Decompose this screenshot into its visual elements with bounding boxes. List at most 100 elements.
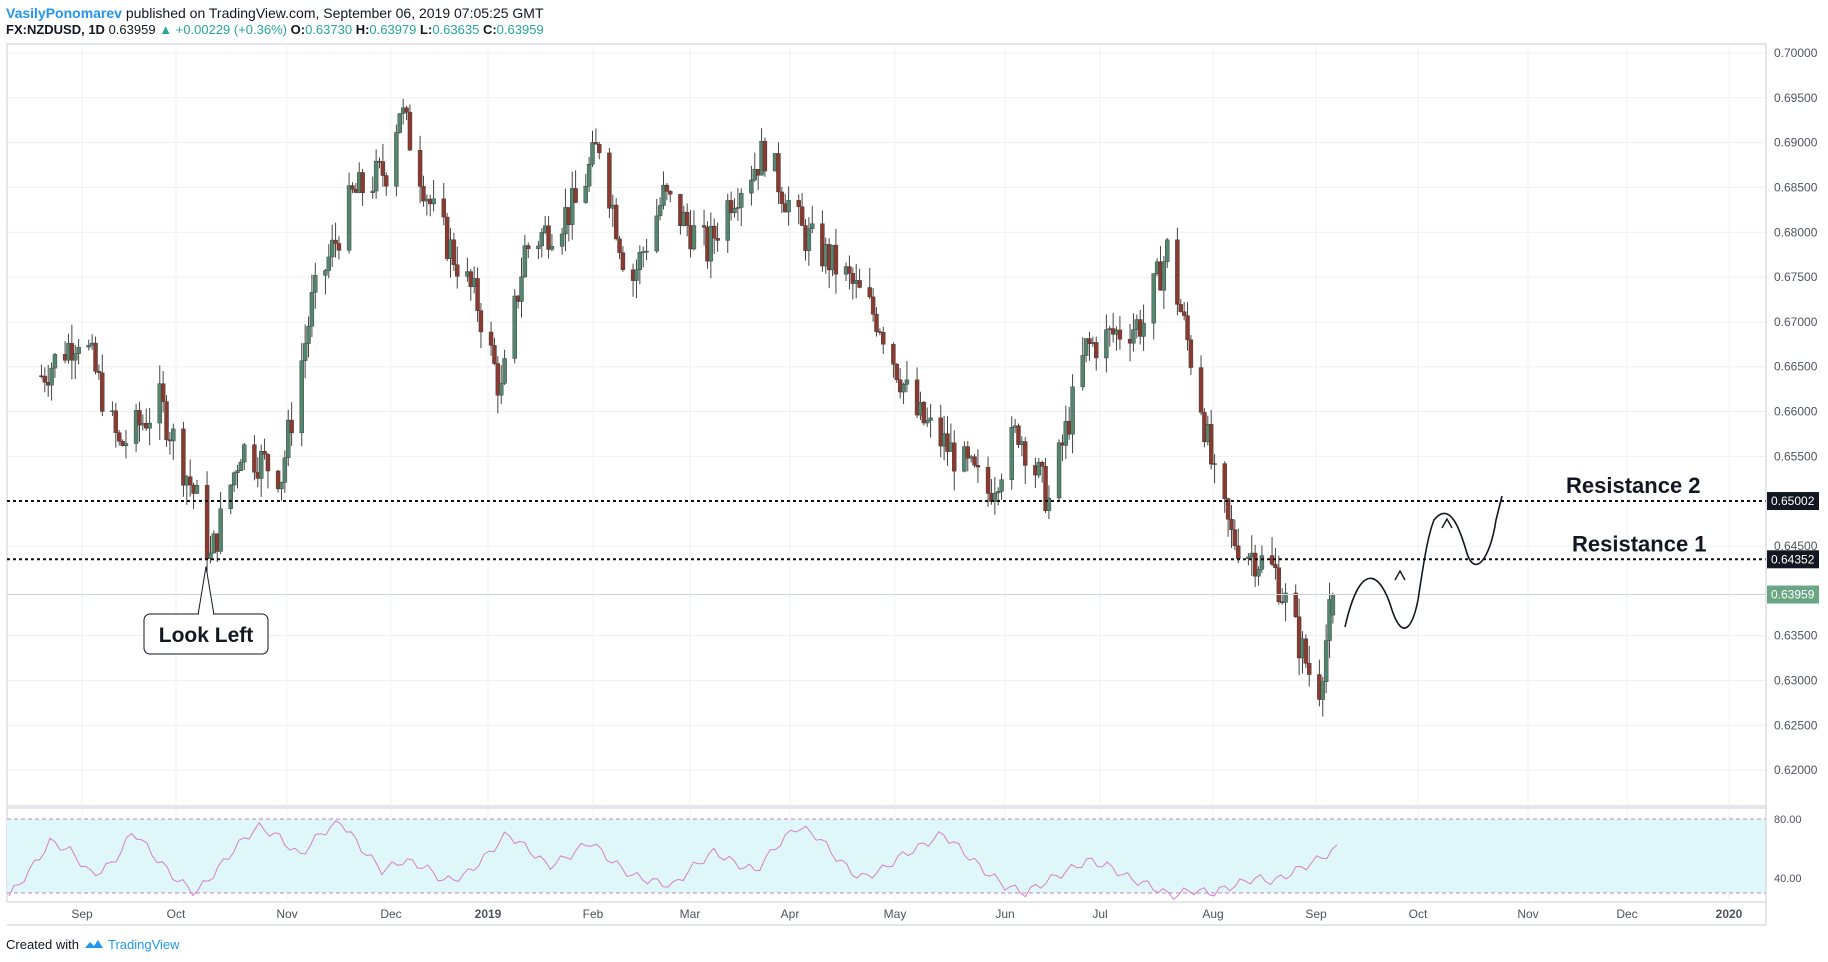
candle-body <box>252 444 257 473</box>
candle-body <box>1323 640 1329 682</box>
look-left-pointer <box>197 566 215 616</box>
resistance-badge-text: 0.64352 <box>1771 552 1815 566</box>
candle-body <box>228 484 233 509</box>
candle-body <box>847 266 852 274</box>
candle-body <box>644 250 649 253</box>
candle-body <box>329 239 335 258</box>
created-with-text: Created with <box>6 937 79 952</box>
candle-body <box>394 132 399 187</box>
x-tick-label: 2019 <box>475 907 502 921</box>
candle-body <box>1188 339 1194 368</box>
candle-body <box>49 367 54 386</box>
candle-body <box>286 419 291 459</box>
candle-body <box>786 200 791 213</box>
candle-body <box>1296 616 1302 659</box>
candle-body <box>1151 273 1156 324</box>
candle-body <box>725 200 730 241</box>
y-tick-label: 0.64500 <box>1774 539 1818 553</box>
candle-body <box>1087 338 1092 344</box>
candle-body <box>925 420 930 424</box>
forecast-path[interactable] <box>1344 495 1503 629</box>
y-tick-label: 0.68500 <box>1774 180 1818 194</box>
candle-body <box>309 292 315 327</box>
price-pane <box>6 43 1767 807</box>
last-price-badge <box>1767 585 1819 604</box>
candle-body <box>1283 592 1288 603</box>
candle-body <box>373 160 379 192</box>
last-price-badge-text: 0.63959 <box>1771 588 1815 602</box>
rsi-band <box>7 818 1766 894</box>
candle-body <box>891 344 896 365</box>
resistance-label: Resistance 2 <box>1566 473 1701 498</box>
candle-body <box>570 188 575 225</box>
x-tick-label: Dec <box>1616 907 1637 921</box>
candle-body <box>559 233 565 247</box>
candle-body <box>113 410 119 433</box>
candle-body <box>499 383 504 396</box>
y-tick-label: 0.70000 <box>1774 46 1818 60</box>
candle-body <box>1232 529 1238 547</box>
candle-body <box>1276 567 1282 603</box>
candle-body <box>265 454 271 472</box>
resistance-badge <box>1767 550 1819 569</box>
resistance-label: Resistance 1 <box>1572 531 1707 556</box>
candle-body <box>235 470 240 473</box>
candle-body <box>242 444 247 463</box>
candle-body <box>914 379 920 416</box>
candle-body <box>708 225 714 262</box>
symbol-name: FX:NZDUSD, 1D <box>6 22 105 37</box>
candle-body <box>1016 425 1021 445</box>
candle-body <box>779 191 785 204</box>
candle-body <box>522 245 528 278</box>
candle-body <box>637 252 643 270</box>
candle-body <box>526 245 531 249</box>
candle-body <box>137 410 142 426</box>
candle-body <box>735 207 741 209</box>
candle-body <box>86 344 91 348</box>
candle-body <box>208 552 213 560</box>
candle-body <box>1225 498 1231 520</box>
candle-body <box>96 371 102 374</box>
candle-body <box>1246 556 1251 559</box>
candle-body <box>874 313 879 332</box>
candle-body <box>404 107 409 113</box>
candle-body <box>262 451 267 455</box>
candle-body <box>928 417 933 421</box>
candle-body <box>881 332 886 345</box>
last-price: 0.63959 <box>108 22 156 37</box>
candle-body <box>796 200 801 208</box>
x-tick-label: Sep <box>71 907 93 921</box>
candle-body <box>431 198 436 205</box>
candle-body <box>586 164 592 187</box>
resistance-badge-text: 0.65002 <box>1771 494 1815 508</box>
rsi-level-label: 40.00 <box>1774 873 1802 885</box>
candle-body <box>1131 329 1136 344</box>
candle-body <box>204 485 210 560</box>
candle-body <box>1046 497 1052 511</box>
candle-body <box>258 451 264 479</box>
y-tick-label: 0.62000 <box>1774 763 1818 777</box>
candle-body <box>1039 462 1045 467</box>
candle-body <box>1198 367 1204 413</box>
candle-body <box>583 185 588 203</box>
candle-body <box>965 446 970 459</box>
candle-body <box>985 466 991 494</box>
candle-body <box>1236 545 1241 559</box>
candle-body <box>194 485 200 494</box>
candle-body <box>455 264 460 277</box>
candle-body <box>1208 424 1214 465</box>
rsi-line <box>8 820 1338 901</box>
candle-body <box>1175 239 1180 305</box>
candle-body <box>894 364 899 380</box>
candle-body <box>299 360 304 434</box>
forecast-arrow-1-icon <box>1394 569 1406 581</box>
author-link[interactable]: VasilyPonomarev <box>6 5 122 21</box>
tradingview-link[interactable]: TradingView <box>108 937 180 952</box>
candle-body <box>691 225 697 250</box>
candle-body <box>76 346 81 354</box>
symbol-legend: FX:NZDUSD, 1D 0.63959 ▲ +0.00229 (+0.36%… <box>6 22 544 37</box>
candle-body <box>42 375 48 383</box>
candle-body <box>1327 599 1332 641</box>
candle-body <box>116 432 122 442</box>
